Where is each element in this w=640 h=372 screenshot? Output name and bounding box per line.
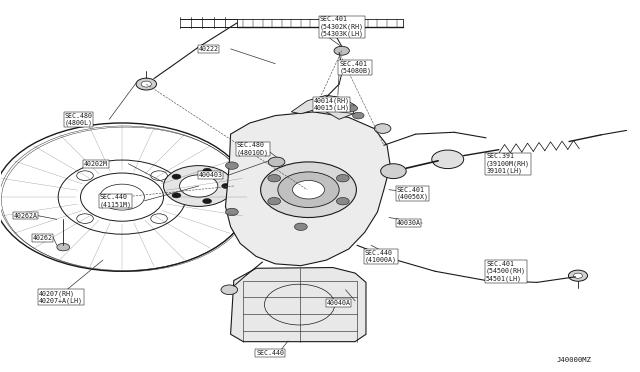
Polygon shape [230, 267, 366, 341]
Circle shape [225, 162, 238, 169]
Text: 40262A: 40262A [13, 213, 38, 219]
Text: J40000MZ: J40000MZ [556, 357, 591, 363]
Circle shape [381, 164, 406, 179]
Circle shape [268, 198, 280, 205]
Text: SEC.401
(54500(RH)
54501(LH): SEC.401 (54500(RH) 54501(LH) [486, 261, 526, 282]
Circle shape [136, 78, 157, 90]
Text: SEC.401
(54302K(RH)
(54303K(LH): SEC.401 (54302K(RH) (54303K(LH) [320, 16, 364, 37]
Text: 40222: 40222 [198, 46, 219, 52]
Text: 40207(RH)
40207+A(LH): 40207(RH) 40207+A(LH) [39, 290, 83, 304]
Circle shape [334, 46, 349, 55]
Circle shape [141, 81, 152, 87]
Text: SEC.480
(48010D): SEC.480 (48010D) [237, 142, 269, 156]
Text: 40202M: 40202M [84, 161, 108, 167]
Text: 40262: 40262 [33, 235, 52, 241]
Circle shape [260, 162, 356, 218]
Text: 40040A: 40040A [326, 300, 350, 306]
Text: 400403: 400403 [198, 172, 223, 178]
Circle shape [203, 168, 212, 173]
Circle shape [221, 183, 230, 189]
Text: 40014(RH)
40015(LH): 40014(RH) 40015(LH) [314, 97, 349, 112]
Text: SEC.391
(39100M(RH)
39101(LH): SEC.391 (39100M(RH) 39101(LH) [486, 153, 530, 174]
Circle shape [172, 193, 181, 198]
Polygon shape [291, 95, 355, 119]
Circle shape [221, 285, 237, 295]
Text: SEC.440
(41151M): SEC.440 (41151M) [100, 194, 132, 208]
Circle shape [337, 174, 349, 182]
Text: SEC.440
(41000A): SEC.440 (41000A) [365, 250, 397, 263]
Circle shape [337, 198, 349, 205]
Text: SEC.401
(40056X): SEC.401 (40056X) [397, 187, 429, 200]
Text: SEC.401
(54080B): SEC.401 (54080B) [339, 61, 371, 74]
Circle shape [568, 270, 588, 281]
Circle shape [225, 208, 238, 216]
Circle shape [172, 174, 181, 179]
Circle shape [294, 223, 307, 231]
Circle shape [573, 273, 582, 278]
Circle shape [203, 199, 212, 204]
Circle shape [292, 180, 324, 199]
Circle shape [374, 124, 391, 134]
Text: SEC.480
(4800L): SEC.480 (4800L) [65, 113, 93, 126]
Circle shape [268, 157, 285, 167]
Circle shape [353, 112, 364, 119]
Circle shape [179, 175, 218, 197]
Circle shape [57, 243, 70, 251]
Circle shape [346, 105, 358, 112]
Circle shape [278, 172, 339, 208]
Text: 40030A: 40030A [397, 220, 420, 226]
Polygon shape [225, 112, 390, 266]
Circle shape [164, 166, 234, 206]
Text: SEC.440: SEC.440 [256, 350, 284, 356]
Circle shape [268, 174, 280, 182]
Circle shape [432, 150, 464, 169]
